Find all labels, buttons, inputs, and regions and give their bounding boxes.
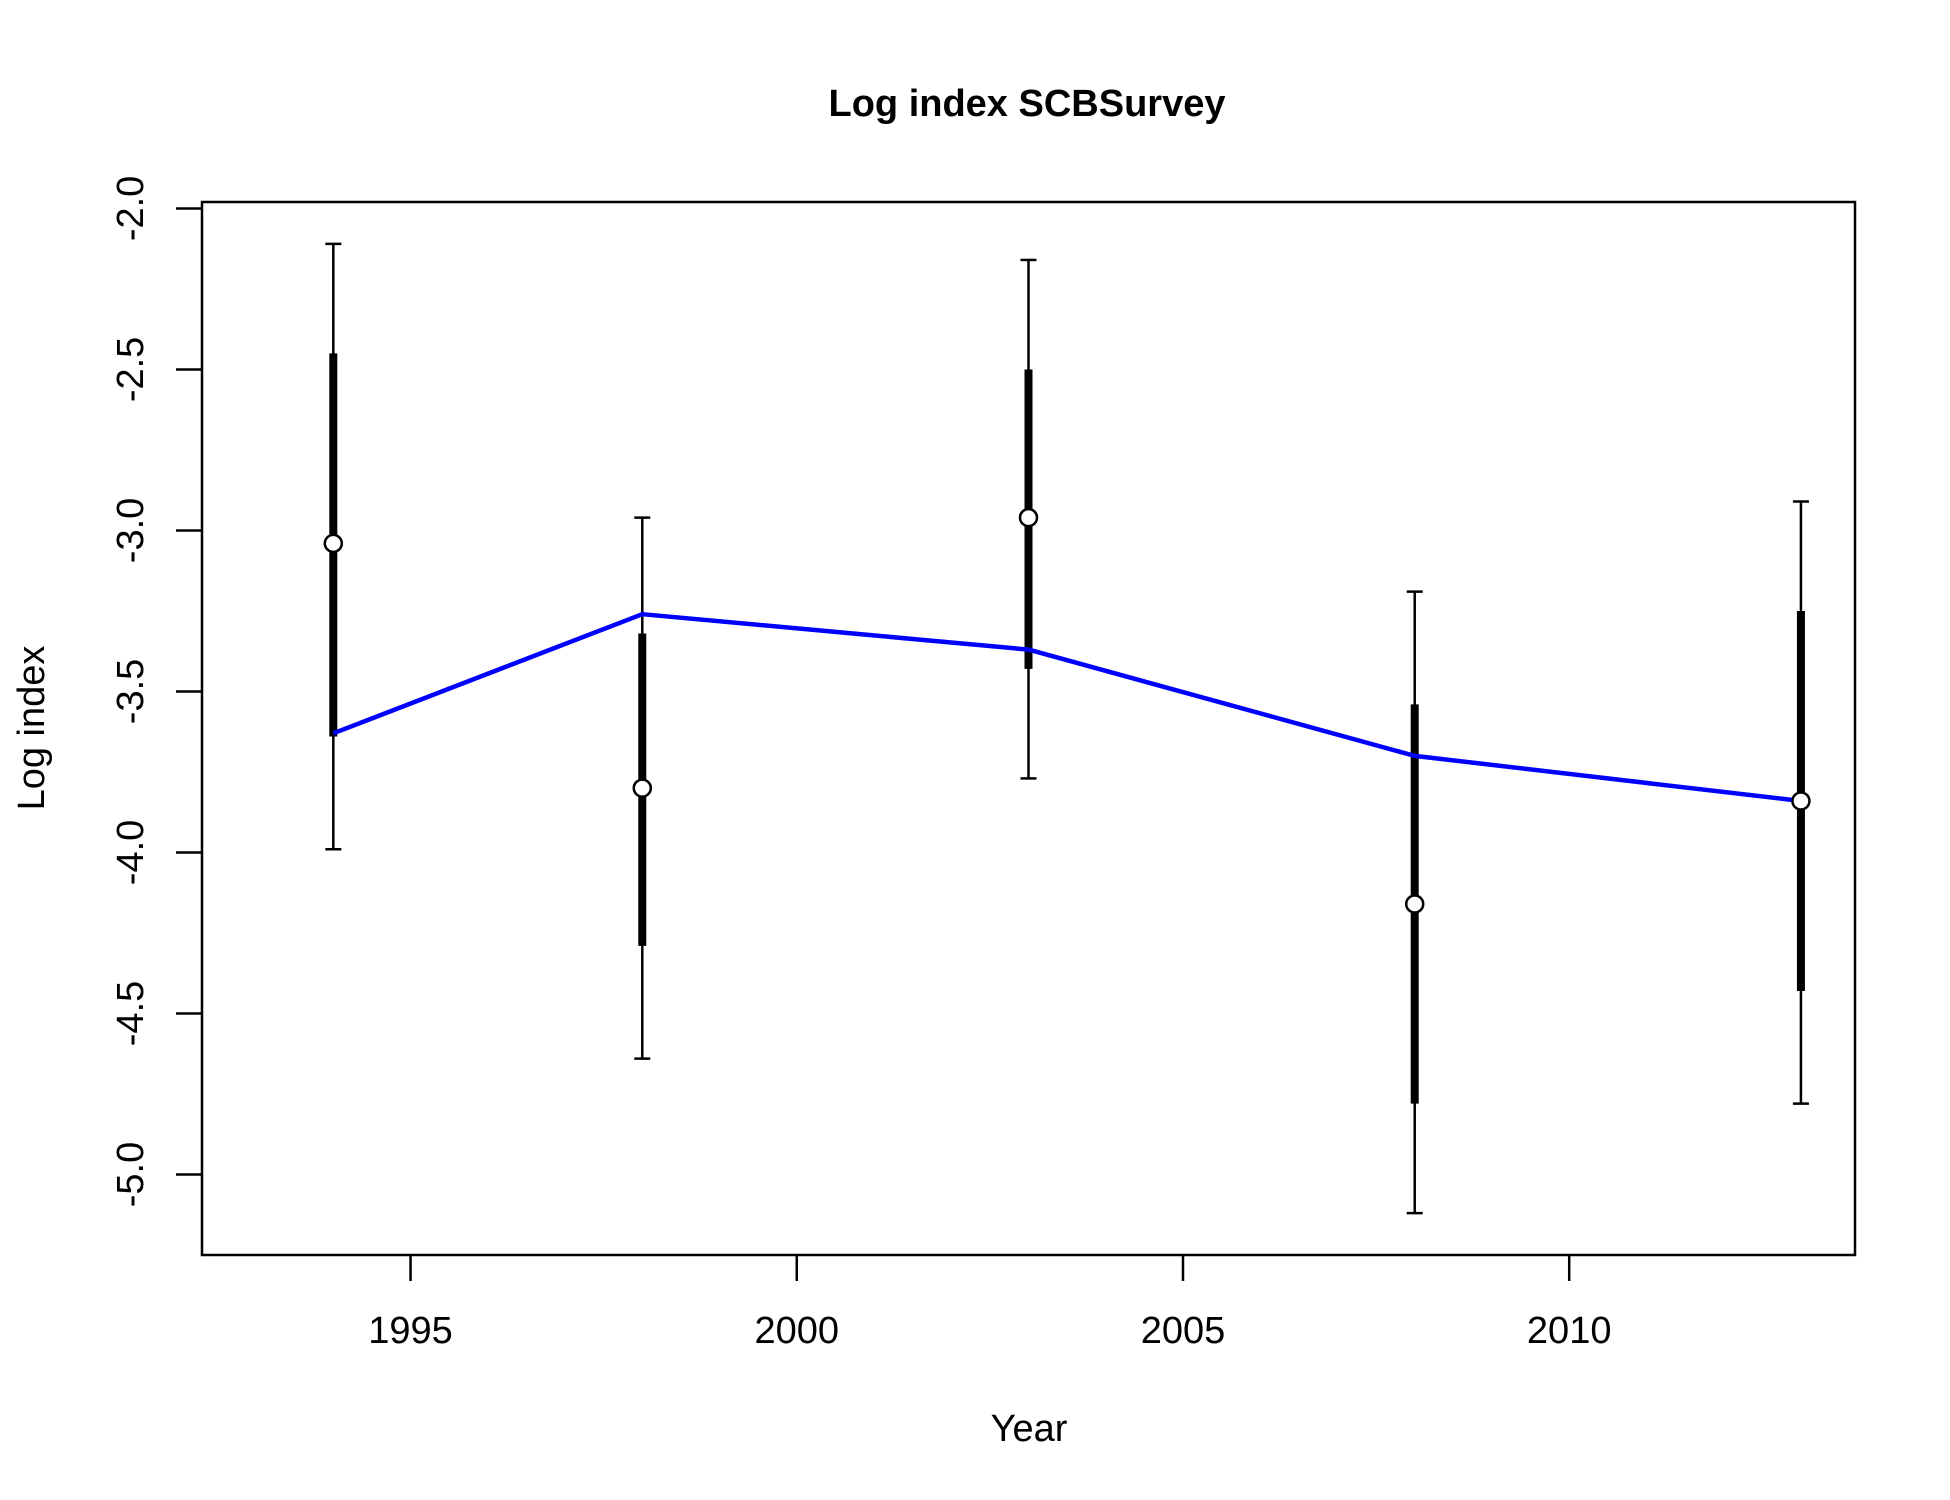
y-axis: -2.0 -2.5 -3.0 -3.5 -4.0 -4.5 -5.0 (110, 176, 202, 1207)
error-bars (325, 242, 1809, 1215)
x-axis-label: Year (991, 1408, 1068, 1450)
x-tick-label: 2010 (1527, 1310, 1612, 1352)
observed-point (1404, 894, 1425, 914)
y-axis-label: Log index (11, 646, 53, 811)
x-tick-label: 2005 (1141, 1310, 1226, 1352)
observed-point (323, 533, 344, 554)
y-tick-label: -3.0 (110, 498, 152, 563)
y-tick-label: -4.5 (110, 981, 152, 1046)
y-tick-label: -5.0 (110, 1142, 152, 1207)
y-tick-label: -3.5 (110, 659, 152, 724)
x-tick-label: 1995 (368, 1310, 453, 1352)
y-tick-label: -2.0 (110, 176, 152, 241)
x-tick-label: 2000 (754, 1310, 839, 1352)
plot-frame (200, 200, 1857, 1257)
observed-points (323, 507, 1811, 914)
observed-point (632, 778, 653, 798)
x-axis: 1995 2000 2005 2010 (368, 1255, 1611, 1352)
observed-point (1791, 791, 1811, 811)
y-tick-label: -4.0 (110, 820, 152, 885)
fitted-line-group (332, 611, 1802, 804)
chart-title: Log index SCBSurvey (829, 83, 1226, 125)
fitted-line (332, 611, 1802, 804)
y-tick-label: -2.5 (110, 337, 152, 402)
observed-point (1018, 507, 1039, 528)
